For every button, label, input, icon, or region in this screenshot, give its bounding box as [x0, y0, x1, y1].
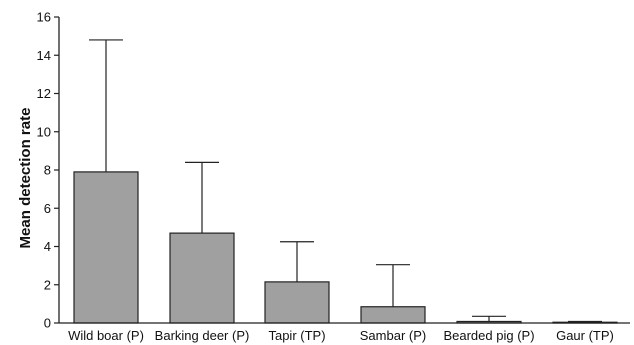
y-tick-label: 14 [37, 48, 51, 63]
x-category-label: Gaur (TP) [556, 328, 614, 343]
y-tick-label: 6 [44, 201, 51, 216]
bar [360, 306, 426, 324]
y-tick-label: 4 [44, 239, 51, 254]
bars [73, 171, 618, 324]
x-category-label: Tapir (TP) [268, 328, 325, 343]
x-category-label: Barking deer (P) [155, 328, 250, 343]
bar [264, 281, 330, 324]
bar [73, 171, 139, 324]
y-axis-ticks: 0 2 4 6 8 10 12 14 16 [37, 10, 59, 331]
x-category-label: Wild boar (P) [68, 328, 144, 343]
y-tick-label: 16 [37, 10, 51, 25]
error-bars [89, 39, 602, 323]
x-axis-labels: Wild boar (P) Barking deer (P) Tapir (TP) S… [68, 328, 614, 343]
y-tick-label: 12 [37, 86, 51, 101]
y-tick-label: 0 [44, 316, 51, 331]
x-category-label: Bearded pig (P) [443, 328, 534, 343]
y-tick-label: 2 [44, 277, 51, 292]
x-category-label: Sambar (P) [360, 328, 426, 343]
y-tick-label: 10 [37, 124, 51, 139]
bar [169, 232, 235, 324]
y-tick-label: 8 [44, 163, 51, 178]
y-axis-label: Mean detection rate [17, 108, 34, 249]
